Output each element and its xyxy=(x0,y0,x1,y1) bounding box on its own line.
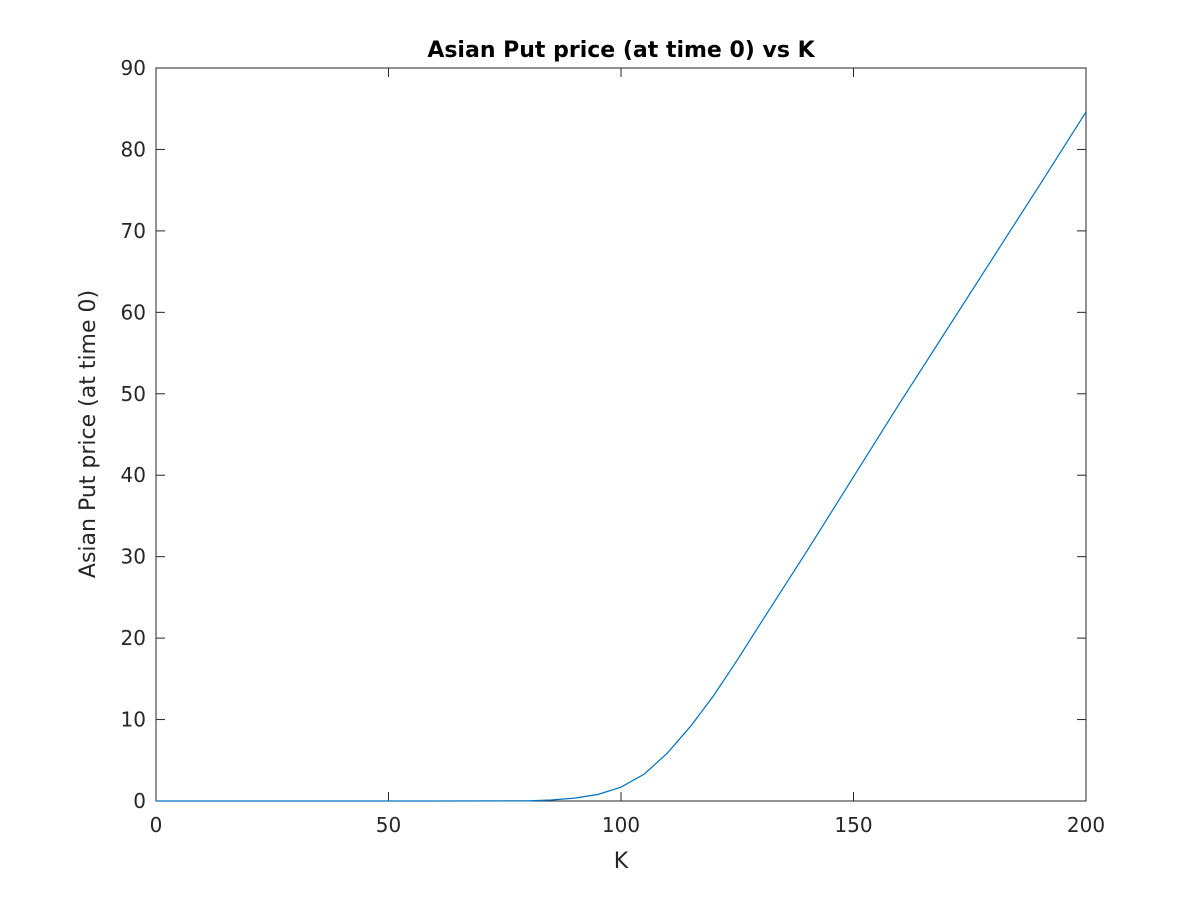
x-tick-label: 150 xyxy=(834,813,872,837)
y-tick-label: 40 xyxy=(121,463,146,487)
y-tick-label: 50 xyxy=(121,382,146,406)
axis-ticks xyxy=(155,67,1087,802)
chart-title: Asian Put price (at time 0) vs K xyxy=(427,38,815,63)
series-line xyxy=(156,111,1087,802)
x-tick-label: 200 xyxy=(1067,813,1105,837)
y-tick-label: 60 xyxy=(121,300,146,324)
y-tick-label: 90 xyxy=(121,56,146,80)
y-tick-label: 80 xyxy=(121,137,146,161)
plot-area xyxy=(155,67,1087,802)
tick-labels: 0 50 100 150 200 0 10 20 30 40 50 60 70 80 90 xyxy=(121,56,1106,837)
x-tick-label: 0 xyxy=(150,813,163,837)
y-tick-label: 70 xyxy=(121,219,146,243)
x-tick-label: 50 xyxy=(376,813,401,837)
y-axis-label: Asian Put price (at time 0) xyxy=(76,290,101,578)
x-axis-label: K xyxy=(614,849,629,874)
y-tick-label: 0 xyxy=(133,789,146,813)
y-tick-label: 30 xyxy=(121,545,146,569)
y-tick-label: 20 xyxy=(121,626,146,650)
y-tick-label: 10 xyxy=(121,708,146,732)
x-tick-label: 100 xyxy=(602,813,640,837)
